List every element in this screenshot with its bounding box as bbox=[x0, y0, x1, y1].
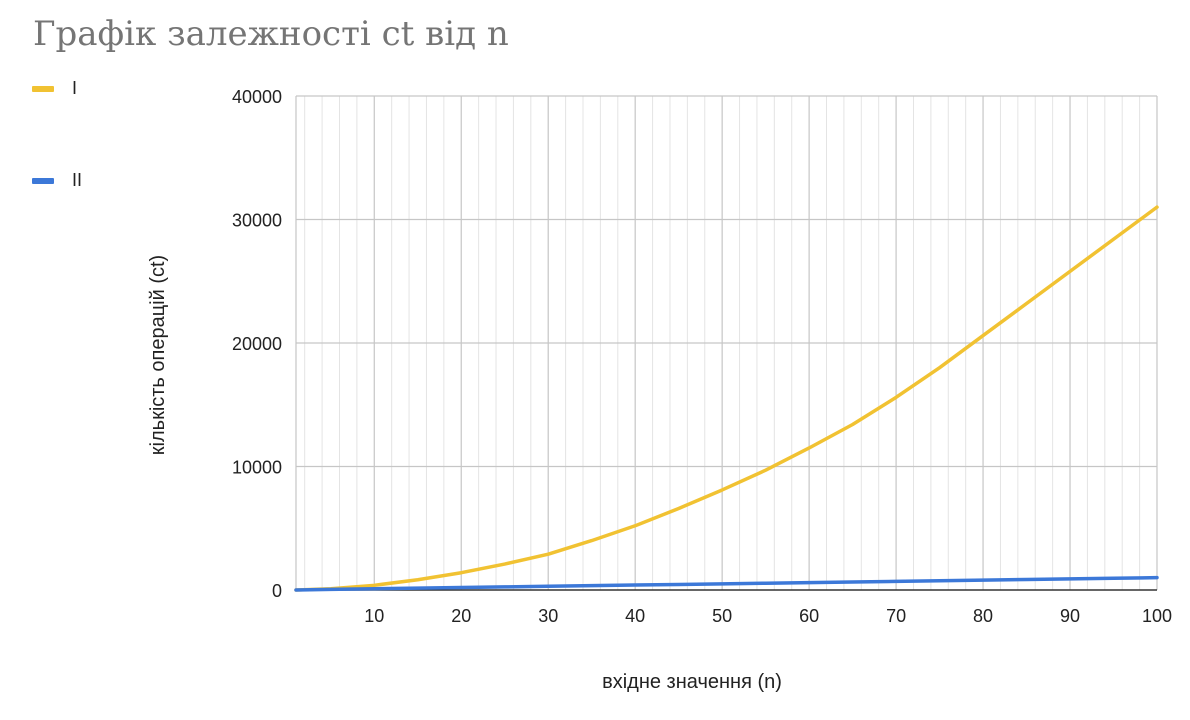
y-tick-label: 20000 bbox=[232, 334, 282, 354]
y-tick-label: 30000 bbox=[232, 211, 282, 231]
legend-label-series-1: I bbox=[72, 78, 78, 98]
legend-swatch-series-1 bbox=[32, 85, 54, 92]
x-tick-label: 60 bbox=[799, 606, 819, 626]
x-tick-label: 20 bbox=[451, 606, 471, 626]
x-tick-label: 50 bbox=[712, 606, 732, 626]
x-axis-label: вхідне значення (n) bbox=[602, 671, 782, 693]
y-tick-label: 10000 bbox=[232, 458, 282, 478]
legend-label-series-2: II bbox=[72, 170, 83, 190]
series-line-2 bbox=[294, 575, 1159, 592]
tick-labels: 10 20 30 40 50 60 70 80 90 100 0 10000 20000 30000 400… bbox=[232, 87, 1172, 626]
legend-item-series-1: I bbox=[32, 78, 77, 99]
series-line-1 bbox=[294, 205, 1159, 592]
x-tick-label: 80 bbox=[973, 606, 993, 626]
x-tick-label: 10 bbox=[364, 606, 384, 626]
x-tick-label: 40 bbox=[625, 606, 645, 626]
legend-swatch-series-2 bbox=[32, 177, 54, 184]
x-tick-label: 100 bbox=[1142, 606, 1172, 626]
x-tick-label: 90 bbox=[1060, 606, 1080, 626]
grid bbox=[295, 95, 1158, 590]
series bbox=[294, 205, 1159, 592]
y-tick-label: 40000 bbox=[232, 87, 282, 107]
chart-title: Графік залежності ct від n bbox=[33, 14, 509, 54]
y-axis-label: кількість операцій (ct) bbox=[147, 255, 169, 455]
x-tick-label: 30 bbox=[538, 606, 558, 626]
y-tick-label: 0 bbox=[272, 581, 282, 601]
legend-item-series-2: II bbox=[32, 170, 82, 191]
x-tick-label: 70 bbox=[886, 606, 906, 626]
